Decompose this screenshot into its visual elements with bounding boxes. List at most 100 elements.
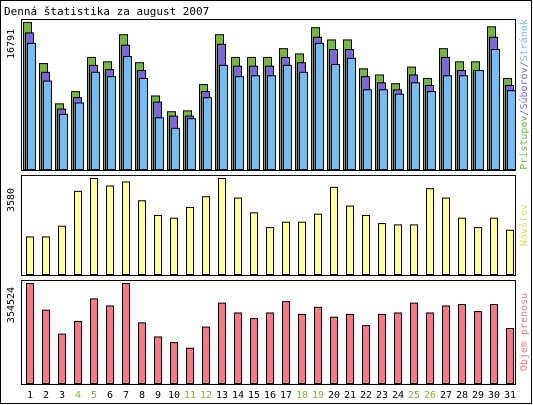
bar-objem-prenosu-day-1 (26, 283, 34, 384)
bar-stránok-day-10 (171, 127, 180, 170)
x-tick-label-day-24: 24 (392, 390, 404, 401)
bar-stránok-day-4 (75, 102, 84, 170)
bar-stránok-day-14 (235, 76, 244, 170)
x-axis-labels: 1 2 3 4 5 6 7 8 9 10 11 12 13 14 15 16 17 18 19 20 21 22 23 24 2… (27, 390, 516, 401)
bar-návštev-day-8 (138, 200, 146, 276)
x-tick-label-day-31: 31 (504, 390, 516, 401)
x-tick-label-day-3: 3 (59, 390, 65, 401)
x-tick-label-day-22: 22 (360, 390, 372, 401)
bar-stránok-day-25 (411, 82, 420, 170)
bar-stránok-day-8 (139, 77, 148, 170)
x-tick-label-day-25: 25 (408, 390, 420, 401)
bar-návštev-day-10 (170, 217, 178, 275)
bar-stránok-day-11 (187, 118, 196, 171)
x-tick-label-day-27: 27 (440, 390, 452, 401)
bar-objem-prenosu-day-9 (154, 336, 162, 384)
bar-návštev-day-30 (490, 217, 498, 275)
x-tick-label-day-21: 21 (344, 390, 356, 401)
bar-objem-prenosu-day-3 (58, 333, 66, 384)
legend: Návštev (518, 204, 530, 246)
bar-objem-prenosu-day-20 (330, 316, 338, 384)
legend: Objem prenosu (519, 293, 530, 371)
bar-návštev-day-2 (42, 236, 50, 275)
x-tick-label-day-19: 19 (312, 390, 324, 401)
bar-objem-prenosu-day-4 (74, 320, 82, 385)
bar-stránok-day-21 (347, 57, 356, 170)
bar-stránok-day-3 (59, 113, 68, 170)
bar-stránok-day-12 (203, 97, 212, 170)
bar-objem-prenosu-day-16 (266, 312, 274, 384)
bar-návštev-day-26 (426, 188, 434, 275)
bar-objem-prenosu-day-14 (234, 312, 242, 384)
bar-návštev-day-5 (90, 178, 98, 275)
bar-objem-prenosu-day-8 (138, 322, 146, 385)
panel-3: 354524 Objem prenosu (6, 280, 530, 385)
x-tick-label-day-13: 13 (216, 390, 228, 401)
bar-návštev-day-12 (202, 196, 210, 275)
bar-stránok-day-13 (219, 64, 228, 170)
y-max-label: 3580 (6, 188, 17, 212)
bar-objem-prenosu-day-10 (170, 342, 178, 385)
x-tick-label-day-4: 4 (75, 390, 81, 401)
bar-objem-prenosu-day-30 (490, 304, 498, 385)
bar-objem-prenosu-day-23 (378, 313, 386, 384)
x-tick-label-day-11: 11 (184, 390, 196, 401)
bar-stránok-day-2 (43, 80, 52, 170)
bar-objem-prenosu-day-13 (218, 302, 226, 385)
bar-objem-prenosu-day-11 (186, 347, 194, 384)
bar-návštev-day-27 (442, 197, 450, 276)
bar-stránok-day-16 (267, 75, 276, 170)
bar-návštev-day-23 (378, 223, 386, 275)
legend-entry-1: Prístupov (518, 116, 530, 170)
bar-objem-prenosu-day-19 (314, 306, 322, 385)
bar-stránok-day-24 (395, 93, 404, 170)
x-tick-label-day-16: 16 (264, 390, 276, 401)
bar-návštev-day-14 (234, 197, 242, 276)
bar-návštev-day-20 (330, 186, 338, 276)
bar-stránok-day-19 (315, 42, 324, 170)
bar-stránok-day-15 (251, 75, 260, 170)
bar-stránok-day-29 (475, 70, 484, 170)
x-tick-label-day-5: 5 (91, 390, 97, 401)
bar-návštev-day-19 (314, 213, 322, 276)
bar-návštev-day-4 (74, 190, 82, 275)
bar-objem-prenosu-day-27 (442, 305, 450, 385)
legend-entry-3: Stránok (518, 19, 530, 61)
bar-stránok-day-26 (427, 91, 436, 170)
bar-objem-prenosu-day-6 (106, 305, 114, 385)
bar-návštev-day-17 (282, 221, 290, 276)
bar-návštev-day-3 (58, 225, 66, 275)
bar-objem-prenosu-day-12 (202, 326, 210, 385)
bar-návštev-day-31 (506, 229, 514, 276)
panel-1: 16791 Prístupov/Súborov/Stránok (6, 19, 530, 171)
x-tick-label-day-8: 8 (139, 390, 145, 401)
bar-stránok-day-9 (155, 117, 164, 170)
bar-stránok-day-7 (123, 56, 132, 170)
x-tick-label-day-6: 6 (107, 390, 113, 401)
bar-návštev-day-29 (474, 227, 482, 276)
chart-title: Denná štatistika za august 2007 (4, 5, 209, 18)
x-tick-label-day-23: 23 (376, 390, 388, 401)
bar-objem-prenosu-day-2 (42, 309, 50, 384)
bar-objem-prenosu-day-26 (426, 312, 434, 384)
x-tick-label-day-20: 20 (328, 390, 340, 401)
bar-návštev-day-18 (298, 221, 306, 276)
bar-objem-prenosu-day-18 (298, 313, 306, 384)
panel-2: 3580 Návštev (6, 175, 530, 276)
bar-stránok-day-27 (443, 75, 452, 170)
bar-stránok-day-28 (459, 75, 468, 170)
bar-návštev-day-25 (410, 224, 418, 276)
legend: Prístupov/Súborov/Stránok (518, 19, 530, 170)
legend-entry-2: /Súborov/ (518, 61, 530, 115)
bar-objem-prenosu-day-25 (410, 302, 418, 385)
x-tick-label-day-10: 10 (168, 390, 180, 401)
bar-návštev-day-28 (458, 217, 466, 275)
y-max-label: 16791 (6, 29, 17, 59)
bar-návštev-day-24 (394, 224, 402, 276)
bar-objem-prenosu-day-15 (250, 318, 258, 384)
bar-objem-prenosu-day-24 (394, 312, 402, 384)
bar-návštev-day-1 (26, 236, 34, 275)
x-tick-label-day-29: 29 (472, 390, 484, 401)
bar-objem-prenosu-day-29 (474, 311, 482, 384)
y-max-label: 354524 (6, 287, 17, 323)
